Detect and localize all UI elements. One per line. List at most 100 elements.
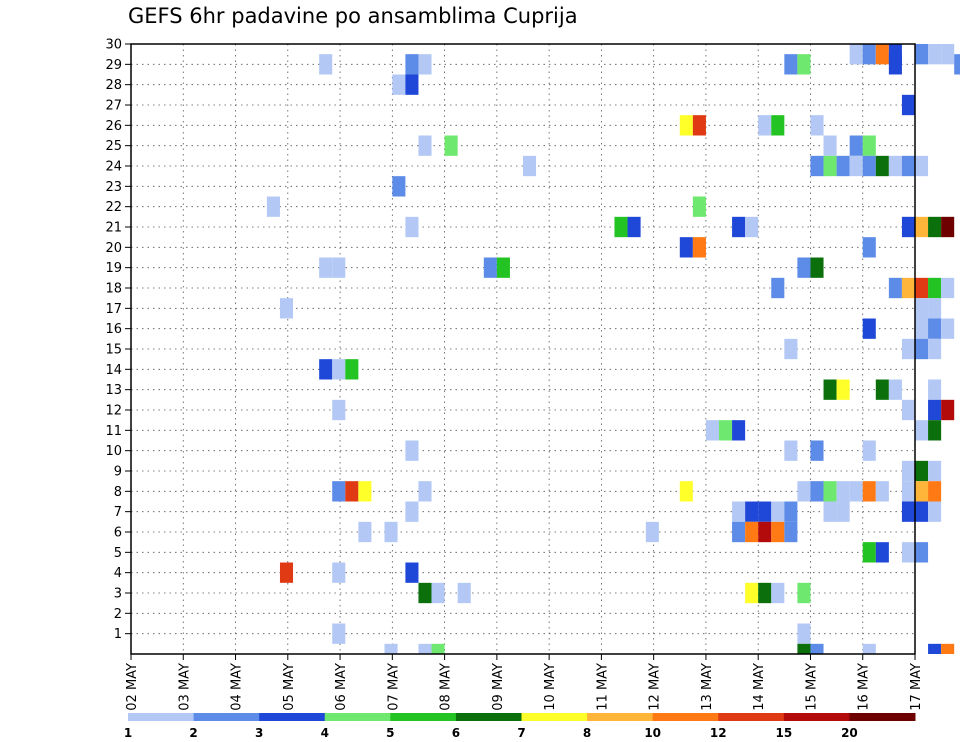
x-tick-label: 03 MAY [177, 663, 192, 711]
heatmap-cell [915, 460, 929, 482]
y-tick-label: 23 [105, 180, 122, 195]
y-tick-label: 18 [105, 282, 122, 297]
heatmap-cell [332, 562, 346, 583]
colorbar-label: 20 [841, 726, 858, 740]
heatmap-cell [928, 44, 942, 65]
heatmap-cell [823, 155, 837, 177]
x-tick-label: 06 MAY [334, 663, 349, 711]
colorbar-label: 5 [386, 726, 394, 740]
y-tick-label: 27 [105, 99, 122, 114]
heatmap-cell [457, 582, 471, 604]
heatmap-cell [679, 481, 693, 502]
heatmap-cell [928, 318, 942, 339]
heatmap-cell [915, 542, 929, 563]
heatmap-cell [915, 481, 929, 502]
heatmap-cell [745, 582, 759, 604]
heatmap-cell [758, 582, 772, 604]
y-tick-label: 8 [114, 485, 122, 500]
heatmap-cell [784, 501, 798, 522]
heatmap-cell [928, 216, 942, 238]
x-axis: 02 MAY 03 MAY 04 MAY 05 MAY 06 MAY 07 MAY 08 M… [125, 654, 924, 711]
colorbar-label: 7 [517, 726, 525, 740]
y-tick-label: 20 [105, 241, 122, 256]
heatmap-cell [928, 338, 942, 360]
heatmap-cell [444, 135, 458, 156]
heatmap-cell [418, 135, 432, 156]
y-tick-label: 5 [114, 546, 122, 561]
heatmap-cell [875, 481, 889, 502]
y-tick-label: 12 [105, 404, 122, 419]
heatmap-cell [954, 54, 960, 75]
heatmap-cell [928, 420, 942, 441]
heatmap-cell [266, 196, 280, 217]
colorbar-swatch [128, 713, 195, 721]
heatmap-cell [384, 643, 398, 654]
heatmap-cell [875, 379, 889, 400]
heatmap-cell [915, 44, 929, 65]
heatmap-cell [941, 44, 955, 65]
y-tick-label: 14 [105, 363, 122, 378]
heatmap-cell [928, 399, 942, 421]
heatmap-cell [745, 216, 759, 238]
heatmap-cell [405, 74, 419, 95]
heatmap-cell [928, 460, 942, 482]
x-tick-label: 04 MAY [230, 663, 245, 711]
y-tick-label: 15 [105, 343, 122, 358]
colorbar-label: 10 [644, 726, 661, 740]
heatmap-cell [319, 54, 333, 75]
heatmap-cell [745, 521, 759, 543]
heatmap-cell [928, 379, 942, 400]
heatmap-cell [797, 257, 811, 278]
heatmap-cell [862, 440, 876, 461]
heatmap-cell [915, 298, 929, 319]
heatmap-cell [771, 582, 785, 604]
heatmap-cell [705, 420, 719, 441]
x-tick-label: 16 MAY [857, 663, 872, 711]
heatmap-cell [915, 155, 929, 177]
x-tick-label: 14 MAY [752, 663, 767, 711]
heatmap-cell [901, 155, 915, 177]
colorbar-swatch [259, 713, 326, 721]
heatmap-cell [862, 135, 876, 156]
heatmap-cell [862, 44, 876, 65]
heatmap-cell [928, 298, 942, 319]
heatmap-cell [901, 94, 915, 116]
heatmap-cell [915, 216, 929, 238]
heatmap-cell [692, 115, 706, 136]
heatmap-cell [332, 359, 346, 380]
heatmap-cell [645, 521, 659, 543]
heatmap-cell [418, 643, 432, 654]
y-tick-label: 13 [105, 383, 122, 398]
heatmap-cell [483, 257, 497, 278]
colorbar-swatch [718, 713, 785, 721]
colorbar-swatch [849, 713, 916, 721]
y-tick-label: 19 [105, 261, 122, 276]
heatmap-cell [901, 460, 915, 482]
colorbar-label: 3 [255, 726, 263, 740]
x-tick-label: 07 MAY [386, 663, 401, 711]
y-tick-label: 17 [105, 302, 122, 317]
heatmap-cell [849, 481, 863, 502]
heatmap-cell [496, 257, 510, 278]
heatmap-cell [692, 196, 706, 217]
colorbar-label: 12 [710, 726, 727, 740]
heatmap-cell [405, 562, 419, 583]
heatmap-cell [405, 54, 419, 75]
heatmap-cell [431, 643, 445, 654]
heatmap-cell [875, 44, 889, 65]
y-tick-label: 28 [105, 78, 122, 93]
colorbar-swatch [193, 713, 260, 721]
heatmap-cell [941, 318, 955, 339]
heatmap-cell [745, 501, 759, 522]
heatmap-cell [319, 359, 333, 380]
colorbar-swatch [521, 713, 588, 721]
heatmap-cell [901, 216, 915, 238]
x-tick-label: 15 MAY [804, 663, 819, 711]
y-tick-label: 9 [114, 465, 122, 480]
heatmap-cell [928, 481, 942, 502]
heatmap-cell [732, 216, 746, 238]
heatmap-cell [405, 501, 419, 522]
heatmap-cell [836, 155, 850, 177]
heatmap-cell [901, 481, 915, 502]
heatmap-cell [810, 115, 824, 136]
